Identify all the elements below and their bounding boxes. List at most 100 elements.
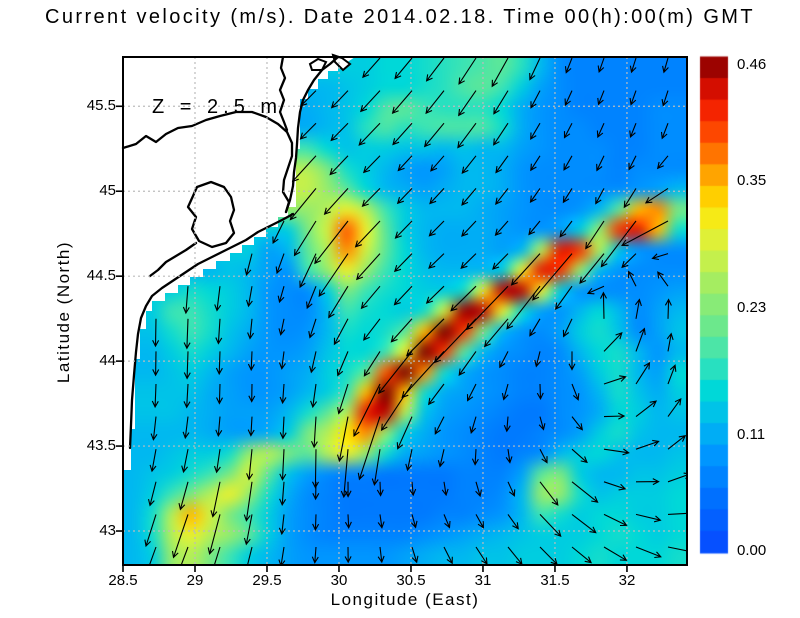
velocity-arrow bbox=[505, 449, 513, 464]
velocity-arrow bbox=[635, 546, 662, 559]
velocity-arrow bbox=[275, 253, 285, 275]
velocity-arrow bbox=[394, 57, 413, 80]
velocity-arrow bbox=[425, 57, 445, 82]
velocity-arrow bbox=[539, 514, 562, 537]
velocity-arrow bbox=[243, 514, 253, 546]
velocity-arrow bbox=[314, 220, 349, 265]
velocity-arrow bbox=[596, 122, 605, 139]
velocity-arrow bbox=[667, 397, 682, 417]
velocity-arrow bbox=[629, 122, 637, 138]
velocity-arrow bbox=[213, 449, 221, 474]
velocity-arrow bbox=[215, 351, 223, 376]
velocity-arrow bbox=[210, 481, 221, 518]
x-tick-label: 30.5 bbox=[396, 572, 426, 589]
colorbar-tick-label: 0.35 bbox=[737, 172, 767, 190]
velocity-arrow bbox=[428, 253, 445, 269]
velocity-arrow bbox=[603, 375, 627, 385]
velocity-arrow bbox=[333, 318, 349, 346]
velocity-arrow bbox=[595, 188, 605, 205]
velocity-arrow bbox=[181, 449, 189, 474]
velocity-arrow bbox=[629, 90, 637, 106]
velocity-arrow bbox=[411, 546, 419, 564]
velocity-arrow bbox=[214, 286, 222, 312]
velocity-arrow bbox=[529, 318, 541, 337]
velocity-arrow bbox=[310, 383, 318, 409]
velocity-arrow bbox=[621, 253, 637, 269]
velocity-arrow bbox=[597, 57, 605, 74]
velocity-arrow bbox=[363, 351, 381, 377]
velocity-arrow bbox=[443, 514, 451, 529]
velocity-arrow bbox=[376, 481, 384, 497]
velocity-arrow bbox=[425, 285, 445, 304]
velocity-arrow bbox=[310, 416, 318, 449]
y-tick-label: 44.5 bbox=[86, 267, 116, 285]
velocity-arrow bbox=[207, 514, 221, 555]
velocity-arrow bbox=[457, 122, 477, 149]
velocity-arrow bbox=[666, 332, 674, 352]
velocity-arrow bbox=[532, 253, 573, 301]
velocity-arrow bbox=[434, 416, 445, 435]
velocity-arrow bbox=[312, 481, 320, 501]
velocity-arrow bbox=[635, 400, 658, 418]
velocity-arrow bbox=[600, 291, 607, 319]
velocity-arrow bbox=[180, 546, 189, 566]
velocity-arrow bbox=[603, 513, 628, 527]
x-tick-label: 28.5 bbox=[108, 572, 138, 589]
velocity-arrow bbox=[405, 318, 445, 357]
velocity-arrow bbox=[571, 513, 597, 534]
velocity-arrow bbox=[279, 383, 287, 405]
y-tick-label: 43.5 bbox=[86, 437, 116, 455]
velocity-arrow bbox=[656, 155, 669, 170]
velocity-arrow bbox=[528, 220, 541, 236]
velocity-arrow bbox=[377, 546, 385, 564]
velocity-arrow bbox=[664, 298, 672, 319]
velocity-arrow bbox=[437, 449, 445, 468]
y-tick-label: 45.5 bbox=[86, 97, 116, 115]
velocity-arrow bbox=[586, 285, 605, 295]
velocity-arrow bbox=[503, 416, 511, 433]
velocity-arrow bbox=[634, 298, 642, 319]
coastline-path bbox=[128, 212, 295, 450]
velocity-arrow bbox=[507, 546, 523, 566]
velocity-arrow bbox=[248, 383, 256, 403]
colorbar-tick-label: 0.11 bbox=[737, 425, 766, 443]
velocity-arrow bbox=[278, 318, 286, 336]
velocity-arrow bbox=[458, 57, 477, 85]
velocity-arrow bbox=[247, 351, 255, 372]
x-axis-label: Longitude (East) bbox=[330, 590, 480, 609]
velocity-arrow bbox=[149, 449, 157, 473]
velocity-arrow bbox=[529, 188, 541, 203]
velocity-arrow bbox=[362, 155, 381, 174]
velocity-arrow bbox=[538, 416, 546, 431]
velocity-arrow bbox=[443, 546, 453, 565]
velocity-arrow bbox=[507, 481, 516, 497]
velocity-arrow bbox=[353, 383, 381, 437]
velocity-arrow bbox=[628, 155, 637, 171]
velocity-arrow bbox=[530, 155, 541, 172]
velocity-arrow bbox=[336, 416, 349, 463]
velocity-arrow bbox=[635, 478, 660, 486]
x-tick-label: 32 bbox=[618, 572, 636, 589]
velocity-arrow bbox=[493, 90, 509, 115]
velocity-arrow bbox=[393, 285, 413, 306]
x-tick-label: 30 bbox=[330, 572, 348, 589]
velocity-arrow bbox=[571, 546, 593, 564]
x-tick-label: 31.5 bbox=[540, 572, 570, 589]
velocity-arrow bbox=[507, 514, 519, 530]
velocity-arrow bbox=[461, 220, 477, 237]
velocity-arrow bbox=[394, 220, 413, 239]
velocity-arrow bbox=[183, 318, 191, 350]
velocity-arrow bbox=[660, 123, 669, 140]
velocity-arrow bbox=[308, 318, 317, 339]
velocity-arrow bbox=[293, 220, 317, 257]
velocity-arrow bbox=[657, 271, 669, 287]
velocity-arrow bbox=[323, 188, 349, 215]
velocity-arrow bbox=[144, 514, 157, 548]
velocity-arrow bbox=[483, 318, 509, 348]
land-polygon bbox=[123, 57, 355, 470]
velocity-arrow bbox=[357, 416, 381, 481]
velocity-arrow bbox=[300, 90, 317, 107]
velocity-arrow bbox=[644, 187, 669, 204]
